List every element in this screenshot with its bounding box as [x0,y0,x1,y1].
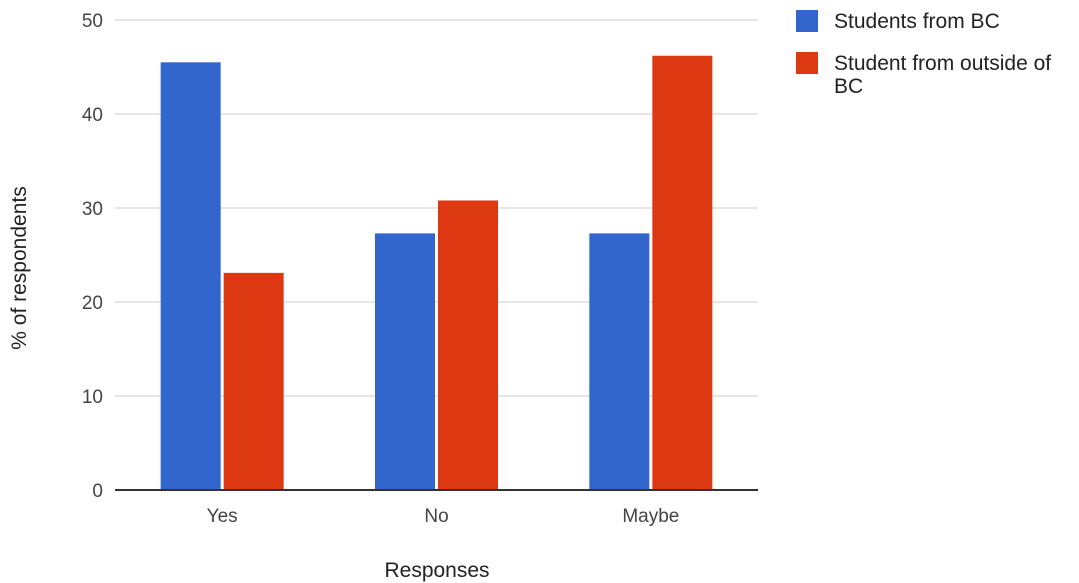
x-axis-title: Responses [384,559,489,582]
legend-item: Student from outside of BC [796,52,1057,98]
x-axis-ticks: Yes No Maybe [207,506,680,527]
y-tick-label: 30 [82,199,103,220]
y-tick-label: 20 [82,293,103,314]
legend-label-line-1: Student from outside of [834,52,1051,75]
y-axis-ticks: 0 10 20 30 40 50 [82,11,103,502]
legend-label: Student from outside of BC [834,52,1057,98]
y-axis-title: % of respondents [8,186,31,349]
x-tick-label: Maybe [622,506,679,527]
bars [160,55,713,491]
legend-swatch-students-from-bc [796,10,818,32]
bar-no-series-0 [375,233,435,490]
x-tick-label: Yes [207,506,238,527]
legend-label: Students from BC [834,10,1000,33]
gridlines [115,19,758,397]
bar-maybe-series-0 [589,233,650,490]
y-tick-label: 50 [82,11,103,32]
x-tick-label: No [424,506,448,527]
legend-item: Students from BC [796,10,1000,33]
legend: Students from BC Student from outside of… [796,10,1057,98]
y-tick-label: 40 [82,105,103,126]
legend-label-line-2: BC [834,75,863,98]
y-tick-label: 0 [92,481,103,502]
bar-yes-series-0 [160,62,221,491]
bar-no-series-1 [438,200,498,491]
bar-maybe-series-1 [652,55,713,490]
legend-swatch-students-outside-bc [796,52,818,74]
bar-yes-series-1 [223,272,284,490]
y-tick-label: 10 [82,387,103,408]
